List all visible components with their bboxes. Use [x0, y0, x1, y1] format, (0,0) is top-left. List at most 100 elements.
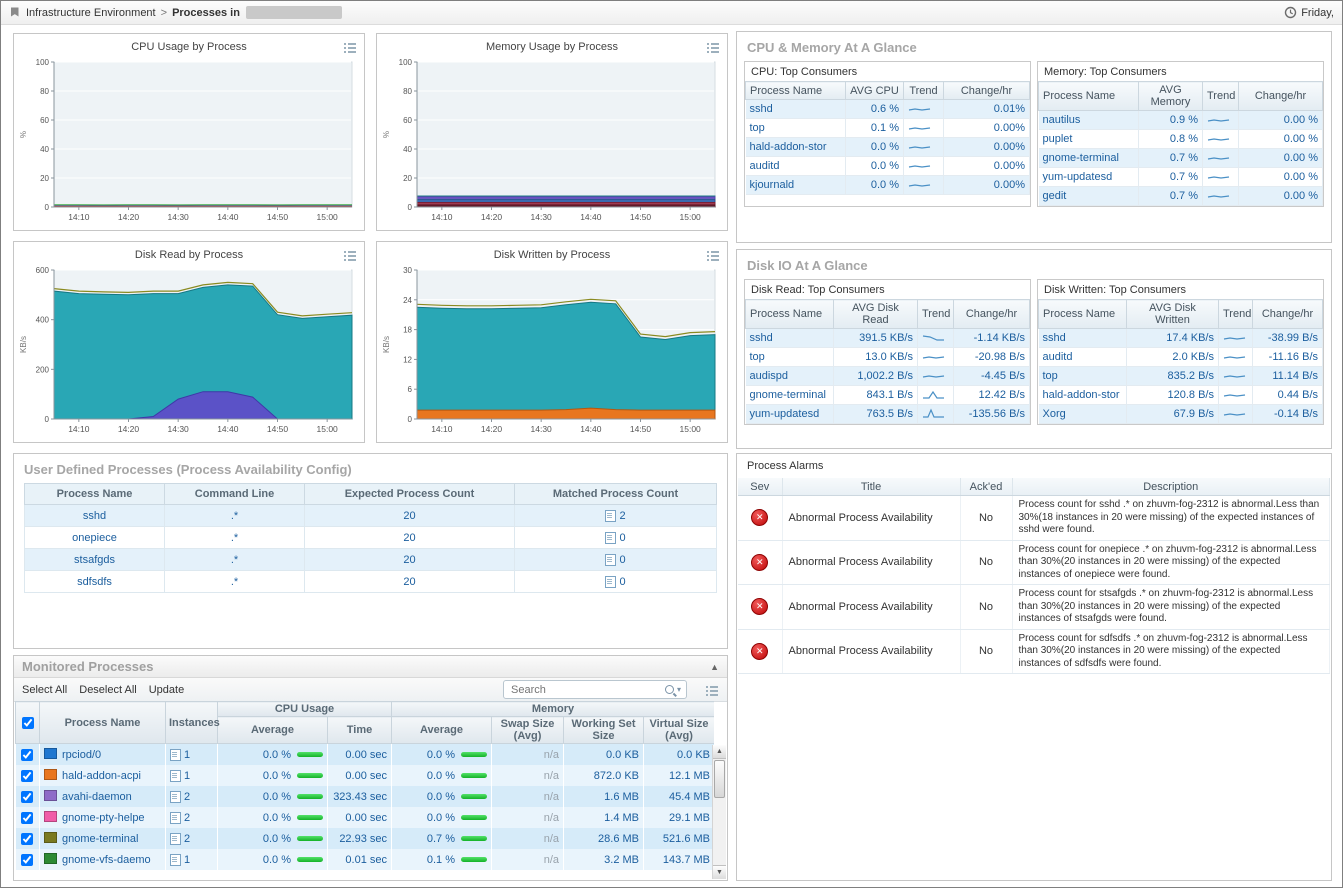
table-row[interactable]: sshd 0.6 % 0.01%: [745, 99, 1030, 119]
table-row[interactable]: audispd 1,002.2 B/s -4.45 B/s: [745, 366, 1030, 386]
process-name[interactable]: gnome-terminal: [745, 385, 834, 405]
column-header[interactable]: Process Name: [745, 81, 846, 100]
row-checkbox[interactable]: [21, 811, 34, 824]
update-button[interactable]: Update: [148, 683, 185, 696]
process-name-link[interactable]: gedit: [1042, 190, 1067, 202]
process-name[interactable]: top: [1038, 366, 1127, 386]
search-input[interactable]: [509, 682, 662, 697]
process-row[interactable]: gnome-terminal 2 0.0 % 22.93 sec 0.7 % n/a 28.…: [15, 828, 714, 849]
table-row[interactable]: gnome-terminal 0.7 % 0.00 %: [1038, 148, 1323, 168]
process-name[interactable]: gnome-terminal: [1038, 148, 1139, 168]
scroll-down-button[interactable]: ▼: [713, 865, 726, 879]
column-header-cpu-average[interactable]: Average: [217, 716, 328, 744]
column-header[interactable]: Change/hr: [943, 81, 1030, 100]
process-name[interactable]: hald-addon-acpi: [39, 765, 166, 786]
breadcrumb-root[interactable]: Infrastructure Environment: [26, 6, 156, 19]
search-dropdown-icon[interactable]: ▾: [676, 685, 681, 694]
column-header[interactable]: Trend: [917, 299, 954, 329]
column-header[interactable]: Command Line: [164, 483, 305, 505]
process-name-link[interactable]: top: [749, 351, 765, 363]
process-row[interactable]: gnome-vfs-daemo 1 0.0 % 0.01 sec 0.1 % n/a 3.2…: [15, 849, 714, 870]
disk-read-chart[interactable]: 0 200 400 600 14:10 14:20 14:30 14:40 14:50 15:00…: [17, 263, 361, 435]
column-header-memory-average[interactable]: Average: [391, 716, 493, 744]
matched-process-count[interactable]: 0: [514, 548, 717, 571]
cpu-usage-chart[interactable]: 0 20 40 60 80 100 14:10 14:20 14:30 14:40 14:50 15:…: [17, 55, 361, 223]
select-all-checkbox-header[interactable]: [15, 701, 40, 744]
column-header-working-set-size[interactable]: Working Set Size: [563, 716, 645, 744]
process-name-link[interactable]: gnome-terminal: [749, 389, 826, 401]
acked-cell[interactable]: No: [960, 629, 1013, 674]
process-name-link[interactable]: nautilus: [1042, 114, 1081, 126]
row-checkbox-cell[interactable]: [15, 786, 40, 807]
table-row[interactable]: Xorg 67.9 B/s -0.14 B/s: [1038, 404, 1323, 424]
table-row[interactable]: sdfsdfs .* 20 0: [24, 570, 717, 593]
process-name[interactable]: gnome-vfs-daemo: [39, 849, 166, 870]
process-name[interactable]: audispd: [745, 366, 834, 386]
process-row[interactable]: avahi-daemon 2 0.0 % 323.43 sec 0.0 % n/a 1.6 …: [15, 786, 714, 807]
table-row[interactable]: gnome-terminal 843.1 B/s 12.42 B/s: [745, 385, 1030, 405]
report-icon[interactable]: [605, 509, 617, 522]
table-row[interactable]: stsafgds .* 20 0: [24, 548, 717, 571]
row-checkbox[interactable]: [21, 853, 34, 866]
column-header[interactable]: Process Name: [745, 299, 834, 329]
column-header-swap-size[interactable]: Swap Size (Avg): [491, 716, 565, 744]
table-row[interactable]: hald-addon-stor 120.8 B/s 0.44 B/s: [1038, 385, 1323, 405]
process-name-link[interactable]: auditd: [1042, 351, 1073, 363]
process-name[interactable]: kjournald: [745, 175, 846, 195]
alarm-row[interactable]: ✕ Abnormal Process Availability No Process …: [738, 584, 1330, 630]
chart-menu-icon[interactable]: [343, 249, 357, 261]
scroll-up-button[interactable]: ▲: [713, 745, 726, 759]
process-name[interactable]: auditd: [1038, 347, 1127, 367]
column-header[interactable]: Change/hr: [953, 299, 1030, 329]
process-name-link[interactable]: onepiece: [72, 531, 117, 544]
row-checkbox-cell[interactable]: [15, 743, 40, 765]
process-name[interactable]: hald-addon-stor: [745, 137, 846, 157]
column-header[interactable]: Trend: [1202, 81, 1239, 111]
instances-icon[interactable]: [170, 748, 181, 761]
process-name[interactable]: top: [745, 118, 846, 138]
severity-cell[interactable]: ✕: [738, 495, 783, 541]
scroll-thumb[interactable]: [714, 760, 725, 798]
process-name[interactable]: yum-updatesd: [745, 404, 834, 424]
process-name[interactable]: sshd: [745, 99, 846, 119]
table-row[interactable]: puplet 0.8 % 0.00 %: [1038, 129, 1323, 149]
process-row[interactable]: rpciod/0 1 0.0 % 0.00 sec 0.0 % n/a 0.0 KB 0.0 …: [15, 743, 714, 765]
column-header[interactable]: Change/hr: [1252, 299, 1323, 329]
table-row[interactable]: auditd 0.0 % 0.00%: [745, 156, 1030, 176]
column-header[interactable]: Expected Process Count: [304, 483, 515, 505]
table-row[interactable]: top 13.0 KB/s -20.98 B/s: [745, 347, 1030, 367]
row-checkbox-cell[interactable]: [15, 828, 40, 849]
column-header[interactable]: AVG Disk Read: [833, 299, 918, 329]
row-checkbox[interactable]: [21, 790, 34, 803]
acked-cell[interactable]: No: [960, 495, 1013, 541]
row-checkbox[interactable]: [21, 748, 34, 761]
process-name[interactable]: yum-updatesd: [1038, 167, 1139, 187]
table-row[interactable]: yum-updatesd 763.5 B/s -135.56 B/s: [745, 404, 1030, 424]
alarm-row[interactable]: ✕ Abnormal Process Availability No Process …: [738, 629, 1330, 674]
process-name-link[interactable]: Xorg: [1042, 408, 1066, 420]
row-checkbox-cell[interactable]: [15, 807, 40, 828]
process-name-link[interactable]: hald-addon-stor: [1042, 389, 1120, 401]
process-name-link[interactable]: gnome-terminal: [62, 833, 139, 845]
acked-cell[interactable]: No: [960, 584, 1013, 630]
column-header[interactable]: AVG CPU: [845, 81, 904, 100]
process-name[interactable]: gedit: [1038, 186, 1139, 206]
report-icon[interactable]: [605, 531, 617, 544]
error-severity-icon[interactable]: ✕: [751, 598, 769, 616]
process-name-link[interactable]: top: [1042, 370, 1058, 382]
instances-icon[interactable]: [170, 769, 181, 782]
column-header[interactable]: Description: [1012, 478, 1330, 496]
report-icon[interactable]: [605, 575, 617, 588]
matched-process-count[interactable]: 2: [514, 504, 717, 527]
process-name-link[interactable]: hald-addon-stor: [749, 141, 827, 153]
process-name-link[interactable]: yum-updatesd: [749, 408, 820, 420]
column-header[interactable]: Matched Process Count: [514, 483, 717, 505]
process-name[interactable]: sdfsdfs: [24, 570, 165, 593]
table-row[interactable]: nautilus 0.9 % 0.00 %: [1038, 110, 1323, 130]
column-header[interactable]: Sev: [738, 478, 783, 496]
process-name[interactable]: top: [745, 347, 834, 367]
process-name[interactable]: onepiece: [24, 526, 165, 549]
column-header[interactable]: AVG Disk Written: [1126, 299, 1219, 329]
column-header[interactable]: AVG Memory: [1138, 81, 1203, 111]
instances-icon[interactable]: [170, 811, 181, 824]
